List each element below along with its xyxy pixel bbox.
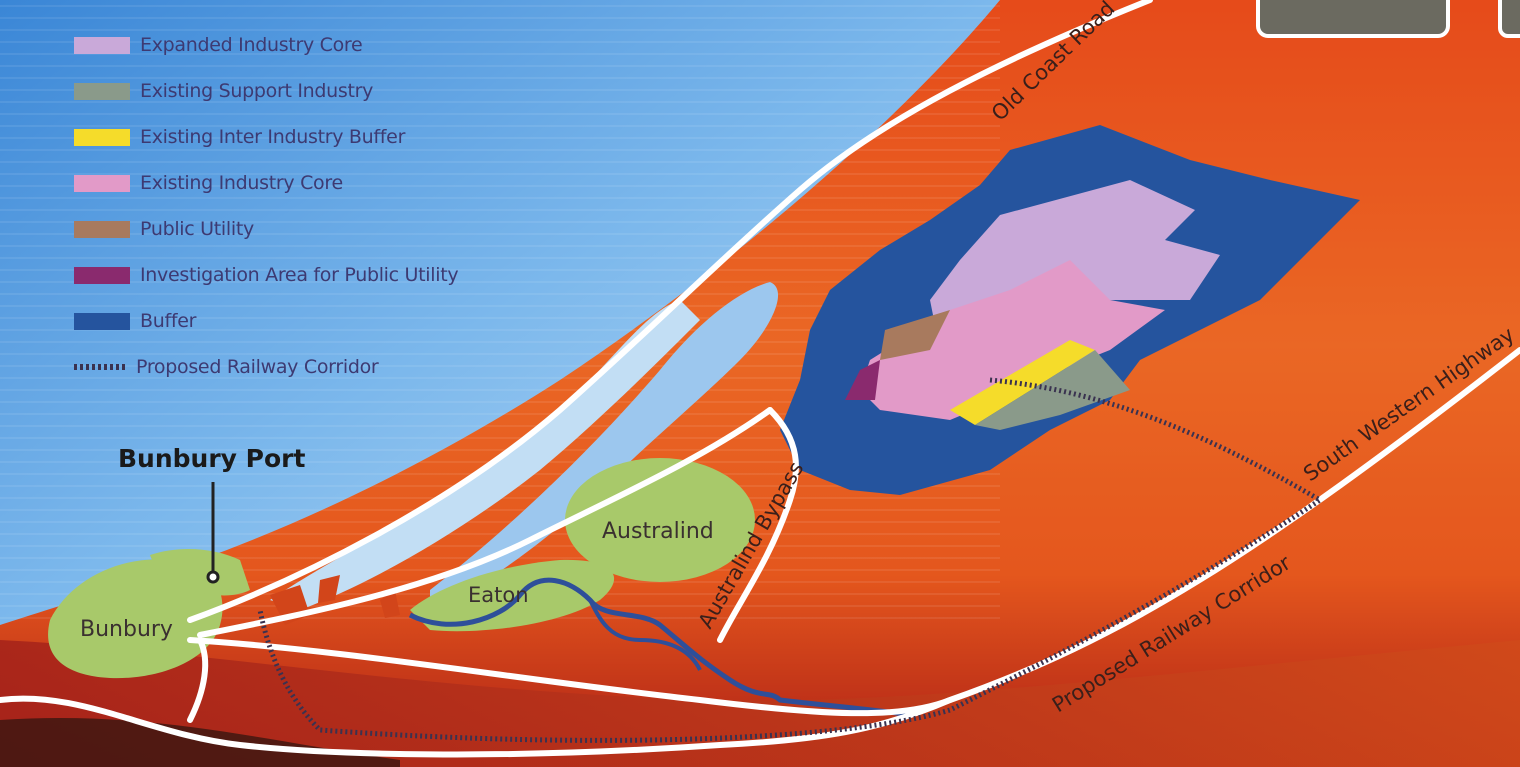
legend-label: Expanded Industry Core	[140, 34, 363, 56]
public-utility-investigation-area	[845, 360, 880, 400]
bunbury-label: Bunbury	[80, 617, 173, 642]
photo-thumbnail-2	[1498, 0, 1520, 38]
old-coast-road	[187, 0, 1153, 623]
legend-item-buffer: Buffer	[74, 298, 458, 344]
legend-item-existing-inter-industry-buffer: Existing Inter Industry Buffer	[74, 114, 458, 160]
expanded-industry-core-swatch	[74, 36, 130, 54]
photo-thumbnail-1	[1256, 0, 1450, 38]
southern-land-band	[0, 640, 1520, 767]
preston-river	[588, 599, 702, 671]
existing-inter-industry-buffer-swatch	[74, 128, 130, 146]
map-legend: Expanded Industry Core Existing Support …	[74, 22, 459, 390]
south-western-highway	[187, 347, 1520, 717]
australind-bypass	[717, 407, 799, 643]
legend-item-existing-support-industry: Existing Support Industry	[74, 68, 458, 114]
legend-label: Buffer	[140, 310, 197, 332]
public-utility-zone	[880, 310, 950, 360]
legend-label: Existing Support Industry	[140, 80, 374, 102]
bunbury-connector	[187, 637, 209, 723]
legend-label: Investigation Area for Public Utility	[140, 264, 459, 286]
legend-item-public-utility: Public Utility	[74, 206, 458, 252]
eaton-town-area	[410, 559, 615, 632]
australind-label: Australind	[602, 519, 714, 544]
bunbury-town-area	[48, 559, 223, 679]
railway-corridor-line	[257, 377, 1325, 743]
investigation-area-swatch	[74, 266, 130, 284]
legend-item-existing-industry-core: Existing Industry Core	[74, 160, 458, 206]
australind-town-area	[565, 458, 755, 582]
legend-item-expanded-industry-core: Expanded Industry Core	[74, 22, 458, 68]
legend-item-investigation-area: Investigation Area for Public Utility	[74, 252, 459, 298]
legend-label: Existing Inter Industry Buffer	[140, 126, 406, 148]
public-utility-swatch	[74, 220, 130, 238]
port-marker	[206, 570, 220, 584]
support-industry-zone	[975, 350, 1130, 430]
southern-road	[0, 695, 953, 758]
legend-label: Proposed Railway Corridor	[136, 356, 379, 378]
dotted-line-icon	[74, 364, 126, 370]
existing-industry-core-swatch	[74, 174, 130, 192]
collie-river	[408, 577, 911, 718]
legend-label: Existing Industry Core	[140, 172, 343, 194]
bunbury-port-area	[150, 548, 250, 596]
existing-industry-core	[860, 260, 1165, 420]
estuary	[430, 282, 779, 610]
australind-road	[197, 407, 773, 638]
buffer-swatch	[74, 312, 130, 330]
legend-label: Public Utility	[140, 218, 254, 240]
inter-industry-buffer	[950, 340, 1095, 425]
bunbury-port-label: Bunbury Port	[118, 444, 306, 473]
eaton-label: Eaton	[468, 583, 529, 607]
southern-ground	[0, 718, 400, 767]
legend-item-proposed-railway-corridor: Proposed Railway Corridor	[74, 344, 458, 390]
existing-support-industry-swatch	[74, 82, 130, 100]
